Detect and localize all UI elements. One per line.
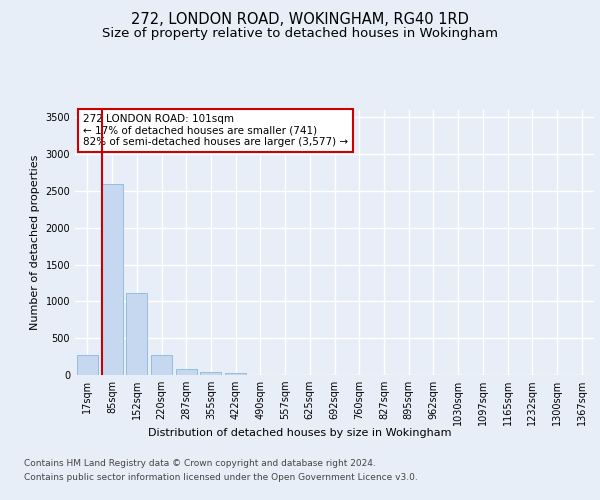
Bar bbox=[151, 355, 172, 375]
Bar bbox=[77, 355, 98, 375]
Bar bbox=[225, 373, 246, 375]
Bar bbox=[200, 372, 221, 375]
Text: 272 LONDON ROAD: 101sqm
← 17% of detached houses are smaller (741)
82% of semi-d: 272 LONDON ROAD: 101sqm ← 17% of detache… bbox=[83, 114, 348, 147]
Text: Contains public sector information licensed under the Open Government Licence v3: Contains public sector information licen… bbox=[24, 474, 418, 482]
Text: Contains HM Land Registry data © Crown copyright and database right 2024.: Contains HM Land Registry data © Crown c… bbox=[24, 458, 376, 468]
Text: Size of property relative to detached houses in Wokingham: Size of property relative to detached ho… bbox=[102, 28, 498, 40]
Text: Distribution of detached houses by size in Wokingham: Distribution of detached houses by size … bbox=[148, 428, 452, 438]
Text: 272, LONDON ROAD, WOKINGHAM, RG40 1RD: 272, LONDON ROAD, WOKINGHAM, RG40 1RD bbox=[131, 12, 469, 28]
Bar bbox=[101, 184, 122, 375]
Bar bbox=[176, 368, 197, 375]
Bar bbox=[126, 292, 147, 375]
Y-axis label: Number of detached properties: Number of detached properties bbox=[30, 155, 40, 330]
